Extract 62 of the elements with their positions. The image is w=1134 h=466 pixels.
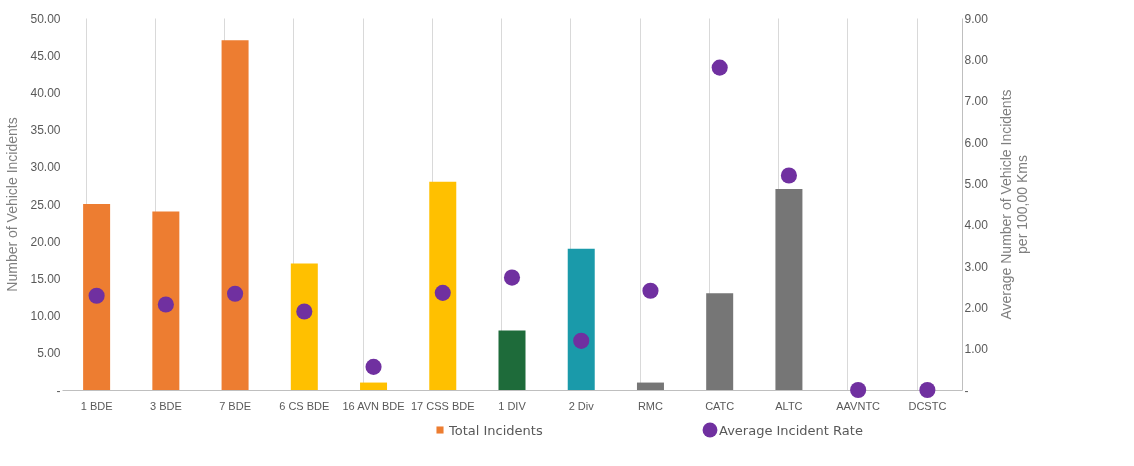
x-tick-label: AAVNTC bbox=[836, 399, 881, 412]
bar bbox=[152, 211, 180, 390]
legend-label: Total Incidents bbox=[448, 423, 543, 438]
y-tick-label: 30.00 bbox=[30, 160, 61, 175]
x-tick-label: 1 DIV bbox=[498, 399, 527, 412]
x-tick-label: RMC bbox=[637, 399, 664, 412]
y-tick-label: 50.00 bbox=[30, 11, 61, 26]
point bbox=[296, 303, 313, 320]
x-tick-label: ALTC bbox=[775, 399, 803, 412]
y-tick-label: - bbox=[56, 383, 61, 398]
point bbox=[850, 381, 867, 399]
bar bbox=[775, 189, 803, 390]
x-tick-label: 6 CS BDE bbox=[279, 399, 330, 412]
y2-tick-label: 6.00 bbox=[964, 135, 989, 150]
y-tick-label: 20.00 bbox=[30, 234, 61, 249]
x-tick-label: 16 AVN BDE bbox=[342, 399, 405, 412]
y2-tick-label: 2.00 bbox=[964, 300, 989, 315]
point bbox=[157, 296, 174, 313]
bar bbox=[360, 382, 388, 390]
y-tick-label: 5.00 bbox=[37, 346, 61, 361]
y2-tick-label: 7.00 bbox=[964, 94, 989, 109]
y2-tick-label: 8.00 bbox=[964, 52, 989, 67]
point bbox=[780, 167, 797, 184]
bar bbox=[221, 40, 249, 390]
y-tick-label: 15.00 bbox=[30, 271, 61, 286]
x-tick-label: 2 Div bbox=[568, 399, 595, 412]
x-tick-label: 1 BDE bbox=[80, 399, 113, 412]
y-tick-label: 25.00 bbox=[30, 197, 61, 212]
legend-label: Average Incident Rate bbox=[719, 423, 863, 438]
bar bbox=[429, 181, 457, 390]
x-tick-label: 7 BDE bbox=[219, 399, 251, 412]
y-tick-label: 10.00 bbox=[30, 309, 61, 324]
bar bbox=[567, 248, 595, 390]
point bbox=[573, 332, 590, 349]
bar bbox=[290, 263, 318, 390]
point bbox=[919, 381, 936, 399]
y2-tick-label: 5.00 bbox=[964, 176, 989, 191]
y2-tick-label: 1.00 bbox=[964, 342, 989, 357]
point bbox=[365, 358, 382, 375]
bar bbox=[498, 330, 526, 390]
point bbox=[503, 269, 521, 286]
x-tick-label: 3 BDE bbox=[149, 399, 182, 412]
bar bbox=[706, 293, 734, 390]
y2-tick-label: - bbox=[964, 383, 969, 398]
bar bbox=[636, 382, 664, 390]
point bbox=[227, 285, 244, 302]
point bbox=[642, 282, 659, 299]
y-tick-label: 40.00 bbox=[30, 85, 61, 100]
point bbox=[88, 287, 105, 304]
y2-tick-label: 9.00 bbox=[964, 11, 989, 26]
bar bbox=[83, 204, 111, 390]
y-tick-label: 45.00 bbox=[30, 48, 61, 63]
y2-tick-label: 3.00 bbox=[964, 259, 989, 274]
y2-axis-title: Average Number of Vehicle Incidents per 100,00 Kms bbox=[997, 89, 1030, 320]
y-axis-title: Number of Vehicle Incidents bbox=[4, 117, 21, 292]
x-tick-label: DCSTC bbox=[908, 399, 947, 412]
point bbox=[711, 59, 728, 76]
x-tick-label: 17 CSS BDE bbox=[410, 399, 475, 412]
y2-tick-label: 4.00 bbox=[964, 218, 989, 233]
point bbox=[434, 284, 451, 301]
y-tick-label: 35.00 bbox=[30, 123, 61, 138]
x-tick-label: CATC bbox=[705, 399, 735, 412]
